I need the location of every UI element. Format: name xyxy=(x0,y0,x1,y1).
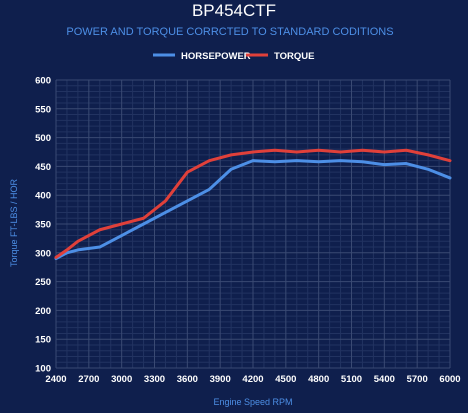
legend-label-torque: TORQUE xyxy=(274,51,314,62)
y-tick-label: 250 xyxy=(35,277,51,288)
series-lines xyxy=(54,148,452,261)
series-line-torque xyxy=(54,148,452,259)
x-tick-label: 4500 xyxy=(275,374,296,385)
y-axis-label: Torque FT-LBS / HOR xyxy=(9,178,19,267)
legend-label-horsepower: HORSEPOWER xyxy=(181,51,251,62)
x-tick-label: 3000 xyxy=(111,374,132,385)
x-tick-label: 4800 xyxy=(308,374,329,385)
series-line-horsepower xyxy=(54,159,452,261)
legend: HORSEPOWER TORQUE xyxy=(153,51,314,62)
y-tick-label: 300 xyxy=(35,248,51,259)
y-tick-label: 200 xyxy=(35,306,51,317)
y-axis-ticks: 100 150 200 250 300 350 400 450 500 550 600 xyxy=(35,76,51,375)
x-tick-label: 5700 xyxy=(407,374,428,385)
x-tick-label: 2400 xyxy=(45,374,66,385)
x-axis-label: Engine Speed RPM xyxy=(213,397,292,407)
grid xyxy=(55,79,451,369)
y-tick-label: 500 xyxy=(35,133,51,144)
y-tick-label: 450 xyxy=(35,162,51,173)
x-tick-label: 6000 xyxy=(439,374,460,385)
x-tick-label: 5100 xyxy=(341,374,362,385)
y-tick-label: 150 xyxy=(35,335,51,346)
y-tick-label: 600 xyxy=(35,76,51,87)
x-tick-label: 3300 xyxy=(144,374,165,385)
y-tick-label: 550 xyxy=(35,104,51,115)
x-tick-label: 2700 xyxy=(78,374,99,385)
chart-subtitle: POWER AND TORQUE CORRCTED TO STANDARD CO… xyxy=(66,26,393,38)
y-tick-label: 400 xyxy=(35,191,51,202)
x-tick-label: 4200 xyxy=(242,374,263,385)
x-tick-label: 3600 xyxy=(177,374,198,385)
x-tick-label: 5400 xyxy=(374,374,395,385)
y-tick-label: 100 xyxy=(35,364,51,375)
x-axis-ticks: 2400 2700 3000 3300 3600 3900 4200 4500 4800 5100… xyxy=(45,374,460,385)
x-tick-label: 3900 xyxy=(210,374,231,385)
chart-title: BP454CTF xyxy=(192,1,276,20)
y-tick-label: 350 xyxy=(35,220,51,231)
